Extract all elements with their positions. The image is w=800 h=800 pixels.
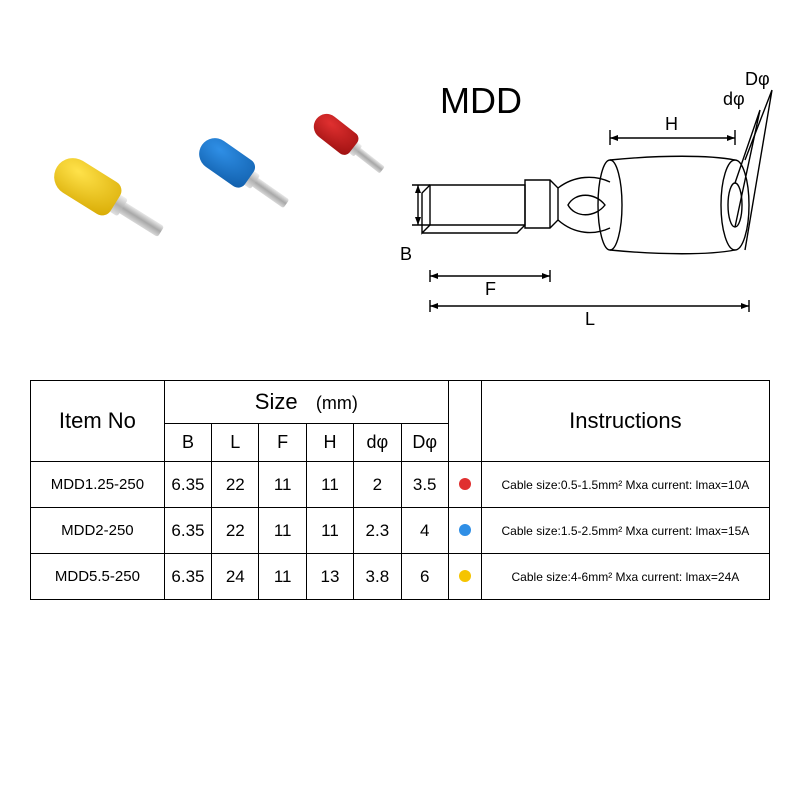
cell-value: 2.3 bbox=[354, 508, 401, 554]
table-row: MDD5.5-2506.352411133.86 Cable size:4-6mm… bbox=[31, 554, 770, 600]
hdr-size: Size (mm) bbox=[164, 381, 448, 424]
cell-item-no: MDD5.5-250 bbox=[31, 554, 165, 600]
hdr-size-unit: (mm) bbox=[316, 393, 358, 413]
connector-red bbox=[306, 105, 394, 184]
hdr-dot bbox=[448, 381, 481, 462]
dim-label-H: H bbox=[665, 114, 678, 134]
cell-instructions: Cable size:0.5-1.5mm² Mxa current: lmax=… bbox=[481, 462, 769, 508]
connector-blue bbox=[190, 128, 300, 223]
cell-item-no: MDD1.25-250 bbox=[31, 462, 165, 508]
connector-blade bbox=[117, 201, 164, 237]
hdr-instructions: Instructions bbox=[481, 381, 769, 462]
cell-value: 2 bbox=[354, 462, 401, 508]
cell-color-dot bbox=[448, 508, 481, 554]
cell-value: 11 bbox=[306, 462, 353, 508]
dim-label-F: F bbox=[485, 279, 496, 299]
cell-value: 6.35 bbox=[164, 554, 211, 600]
subhdr-Dφ: Dφ bbox=[401, 424, 448, 462]
hdr-item-no: Item No bbox=[31, 381, 165, 462]
cell-value: 6.35 bbox=[164, 508, 211, 554]
table-body: MDD1.25-2506.3522111123.5Cable size:0.5-… bbox=[31, 462, 770, 600]
cell-value: 11 bbox=[259, 554, 306, 600]
dim-label-Dphi: Dφ bbox=[745, 69, 770, 89]
color-dot-icon bbox=[459, 524, 471, 536]
cell-value: 22 bbox=[212, 508, 259, 554]
subhdr-L: L bbox=[212, 424, 259, 462]
cell-value: 13 bbox=[306, 554, 353, 600]
table-row: MDD2-2506.352211112.34Cable size:1.5-2.5… bbox=[31, 508, 770, 554]
cell-value: 22 bbox=[212, 462, 259, 508]
subhdr-F: F bbox=[259, 424, 306, 462]
spec-table-wrap: Item No Size (mm) Instructions BLFHdφDφ … bbox=[30, 380, 770, 600]
dim-label-L: L bbox=[585, 309, 595, 329]
dim-label-dphi: dφ bbox=[723, 89, 745, 109]
subhdr-H: H bbox=[306, 424, 353, 462]
dim-label-B: B bbox=[400, 244, 412, 264]
connector-blade bbox=[251, 177, 290, 208]
cell-value: 6.35 bbox=[164, 462, 211, 508]
cell-value: 11 bbox=[259, 462, 306, 508]
subhdr-B: B bbox=[164, 424, 211, 462]
color-dot-icon bbox=[459, 570, 471, 582]
cell-value: 11 bbox=[306, 508, 353, 554]
cell-instructions: Cable size:4-6mm² Mxa current: lmax=24A bbox=[481, 554, 769, 600]
connector-yellow bbox=[44, 146, 177, 255]
top-area: MDD bbox=[0, 0, 800, 350]
cell-value: 6 bbox=[401, 554, 448, 600]
diagram-title: MDD bbox=[440, 80, 522, 122]
technical-diagram: MDD bbox=[400, 60, 780, 340]
subhdr-dφ: dφ bbox=[354, 424, 401, 462]
cell-item-no: MDD2-250 bbox=[31, 508, 165, 554]
hdr-size-label: Size bbox=[255, 389, 298, 414]
cell-color-dot bbox=[448, 554, 481, 600]
connector-blade bbox=[354, 147, 385, 174]
spec-table: Item No Size (mm) Instructions BLFHdφDφ … bbox=[30, 380, 770, 600]
cell-color-dot bbox=[448, 462, 481, 508]
cell-value: 24 bbox=[212, 554, 259, 600]
cell-value: 11 bbox=[259, 508, 306, 554]
table-row: MDD1.25-2506.3522111123.5Cable size:0.5-… bbox=[31, 462, 770, 508]
cell-value: 3.5 bbox=[401, 462, 448, 508]
cell-value: 3.8 bbox=[354, 554, 401, 600]
color-dot-icon bbox=[459, 478, 471, 490]
cell-value: 4 bbox=[401, 508, 448, 554]
cell-instructions: Cable size:1.5-2.5mm² Mxa current: lmax=… bbox=[481, 508, 769, 554]
